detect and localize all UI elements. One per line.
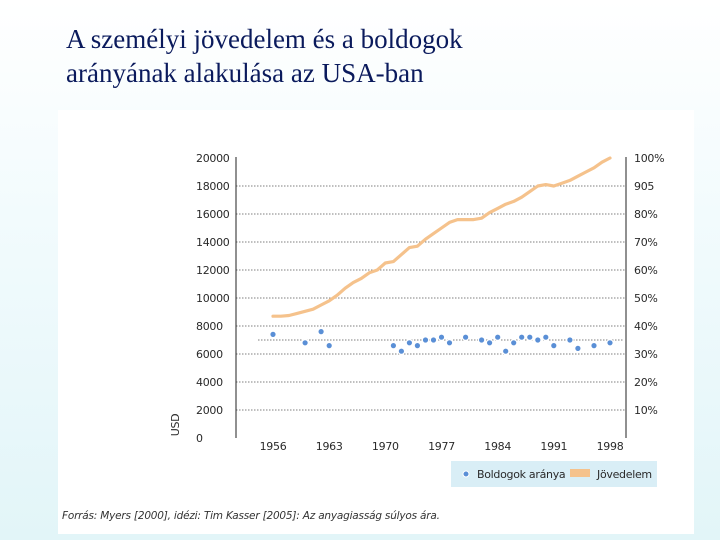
legend-label-jovedelem: Jövedelem [596, 468, 652, 481]
left-tick-label: 14000 [196, 236, 230, 249]
x-tick-label: 1998 [597, 440, 624, 453]
source-note: Forrás: Myers [2000], idézi: Tim Kasser … [62, 510, 440, 522]
slide-title: A személyi jövedelem és a boldogok arány… [66, 22, 666, 90]
x-tick-label: 1977 [428, 440, 455, 453]
data-point-boldogok [509, 339, 518, 347]
data-point-boldogok [533, 336, 542, 344]
grid-lines [236, 185, 626, 411]
right-tick-label: 70% [634, 236, 658, 249]
data-point-boldogok [413, 341, 422, 350]
data-point-boldogok [606, 339, 614, 347]
data-point-boldogok [325, 341, 334, 350]
data-point-boldogok [437, 333, 446, 342]
data-point-boldogok [317, 327, 325, 336]
slide-title-line-2: arányának alakulása az USA-ban [66, 58, 424, 88]
left-tick-label: 2000 [196, 404, 223, 417]
left-tick-label: 6000 [196, 348, 223, 361]
data-point-boldogok [549, 341, 558, 350]
chart-panel: USD 0 2000 4000 6000 8000 10000 12000 14000 1600… [58, 110, 694, 534]
right-tick-label: 100% [634, 152, 664, 165]
data-point-boldogok [485, 339, 494, 347]
data-point-boldogok [429, 336, 438, 344]
data-point-boldogok [405, 339, 414, 347]
income-happiness-chart: USD 0 2000 4000 6000 8000 10000 12000 14000 1600… [169, 152, 665, 487]
data-point-boldogok [477, 336, 486, 344]
right-tick-label: 20% [634, 376, 658, 389]
series-points-boldogok [269, 327, 614, 356]
data-point-boldogok [445, 339, 454, 347]
data-point-boldogok [397, 347, 406, 356]
data-point-boldogok [566, 336, 574, 344]
data-point-boldogok [590, 341, 598, 350]
left-tick-label: 20000 [196, 152, 230, 165]
right-tick-label: 50% [634, 292, 658, 305]
left-tick-label: 4000 [196, 376, 223, 389]
right-tick-label: 10% [634, 404, 658, 417]
y-axis-label: USD [169, 414, 182, 437]
left-tick-label: 8000 [196, 320, 223, 333]
right-tick-label: 80% [634, 208, 658, 221]
data-point-boldogok [525, 333, 534, 342]
left-tick-label: 18000 [196, 180, 230, 193]
data-point-boldogok [517, 333, 526, 342]
right-tick-labels: 10% 20% 30% 40% 50% 60% 70% 80% 905 100% [634, 152, 665, 417]
data-point-boldogok [269, 330, 277, 339]
right-tick-label: 905 [634, 180, 654, 193]
data-point-boldogok [461, 333, 470, 342]
left-tick-label: 0 [196, 432, 203, 445]
x-tick-label: 1984 [484, 440, 511, 453]
x-tick-label: 1956 [260, 440, 287, 453]
left-tick-label: 16000 [196, 208, 230, 221]
right-tick-label: 60% [634, 264, 658, 277]
left-tick-label: 10000 [196, 292, 230, 305]
data-point-boldogok [421, 336, 430, 344]
x-tick-label: 1970 [372, 440, 399, 453]
data-point-boldogok [493, 333, 502, 342]
series-line-jovedelem [271, 156, 612, 318]
legend: Boldogok aránya Jövedelem [451, 461, 657, 487]
x-tick-labels: 1956 1963 1970 1977 1984 1991 1998 [260, 440, 624, 453]
x-tick-label: 1991 [540, 440, 567, 453]
data-point-boldogok [541, 333, 550, 342]
legend-label-boldogok: Boldogok aránya [477, 468, 565, 481]
left-tick-labels: 0 2000 4000 6000 8000 10000 12000 14000 16000 180… [196, 152, 230, 445]
slide-title-line-1: A személyi jövedelem és a boldogok [66, 24, 463, 54]
left-tick-label: 12000 [196, 264, 230, 277]
x-tick-label: 1963 [316, 440, 343, 453]
legend-marker-boldogok [462, 470, 470, 478]
data-point-boldogok [574, 344, 582, 353]
legend-box [451, 461, 657, 487]
data-point-boldogok [501, 347, 510, 356]
legend-swatch-jovedelem [570, 469, 590, 477]
right-tick-label: 40% [634, 320, 658, 333]
data-point-boldogok [301, 339, 309, 347]
right-tick-label: 30% [634, 348, 658, 361]
data-point-boldogok [389, 341, 398, 350]
